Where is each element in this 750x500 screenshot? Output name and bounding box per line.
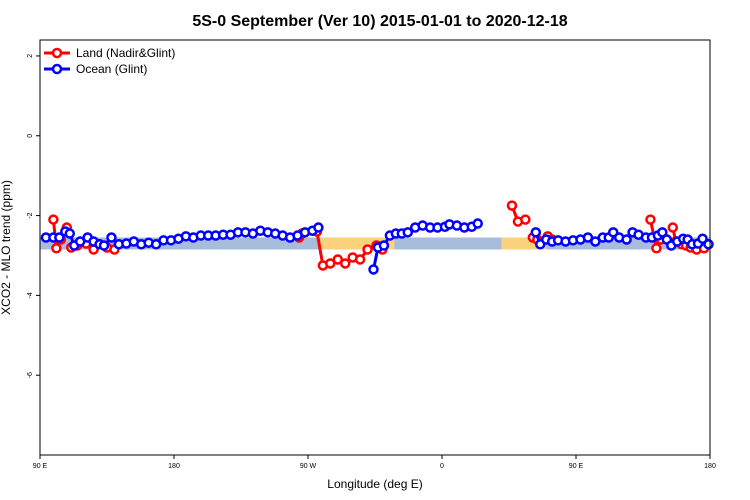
series-layer	[40, 200, 714, 275]
y-axis-ticks: 2 0 -2 -4 -6	[27, 54, 40, 378]
y-tick-label: 2	[27, 54, 34, 58]
land-data-point	[667, 222, 679, 233]
legend-ocean-marker	[51, 63, 63, 75]
land-data-point	[362, 244, 373, 255]
ocean-data-point	[657, 227, 668, 238]
ocean-data-point	[472, 218, 483, 229]
x-tick-label: 180	[168, 463, 180, 470]
legend-land-label: Land (Nadir&Glint)	[76, 46, 175, 60]
ocean-data-point	[530, 227, 542, 238]
x-axis-ticks: 90 E 180 90 W 0 90 E 180	[33, 455, 716, 470]
y-tick-label: -6	[27, 372, 34, 378]
y-tick-label: 0	[27, 134, 34, 138]
x-tick-label: 90 E	[569, 463, 584, 470]
y-tick-label: -4	[27, 292, 34, 298]
legend-ocean-label: Ocean (Glint)	[76, 62, 147, 76]
ocean-data-point	[697, 233, 708, 244]
legend: Land (Nadir&Glint) Ocean (Glint)	[44, 46, 175, 76]
ocean-data-point	[590, 236, 601, 247]
x-tick-label: 0	[440, 463, 444, 470]
ocean-data-point	[582, 232, 594, 243]
y-tick-label: -2	[27, 212, 34, 218]
ocean-data-point	[402, 227, 414, 238]
legend-land-marker	[51, 47, 63, 59]
land-data-point	[520, 214, 531, 225]
land-data-point	[645, 214, 656, 225]
x-tick-label: 90 E	[33, 463, 48, 470]
x-axis-label: Longitude (deg E)	[327, 477, 422, 491]
ocean-data-point	[74, 236, 86, 247]
land-data-point	[506, 200, 518, 211]
land-data-point	[51, 243, 62, 254]
land-data-point	[651, 243, 662, 254]
plot-area-frame	[39, 39, 711, 456]
y-axis-label: XCO2 - MLO trend (ppm)	[0, 180, 13, 315]
band-segment-land	[319, 237, 395, 250]
ocean-data-point	[378, 240, 390, 251]
chart-title: 5S-0 September (Ver 10) 2015-01-01 to 20…	[192, 13, 567, 30]
ocean-data-point	[98, 240, 110, 251]
land-data-point	[325, 258, 336, 269]
land-data-point	[339, 258, 351, 269]
ocean-data-point	[703, 239, 714, 250]
land-data-point	[48, 214, 59, 225]
ocean-data-point	[621, 234, 632, 245]
ocean-data-point	[368, 264, 379, 275]
land-data-point	[354, 254, 366, 265]
ocean-data-point	[313, 222, 324, 233]
land-data-point	[332, 254, 344, 265]
band-segment-ocean	[394, 237, 502, 250]
x-tick-label: 90 W	[300, 463, 317, 470]
x-tick-label: 180	[704, 463, 716, 470]
ocean-data-point	[150, 239, 162, 250]
ocean-data-point	[106, 232, 117, 243]
band-segment-land	[501, 237, 547, 250]
ocean-data-point	[64, 228, 76, 239]
ocean-data-point	[54, 232, 65, 243]
